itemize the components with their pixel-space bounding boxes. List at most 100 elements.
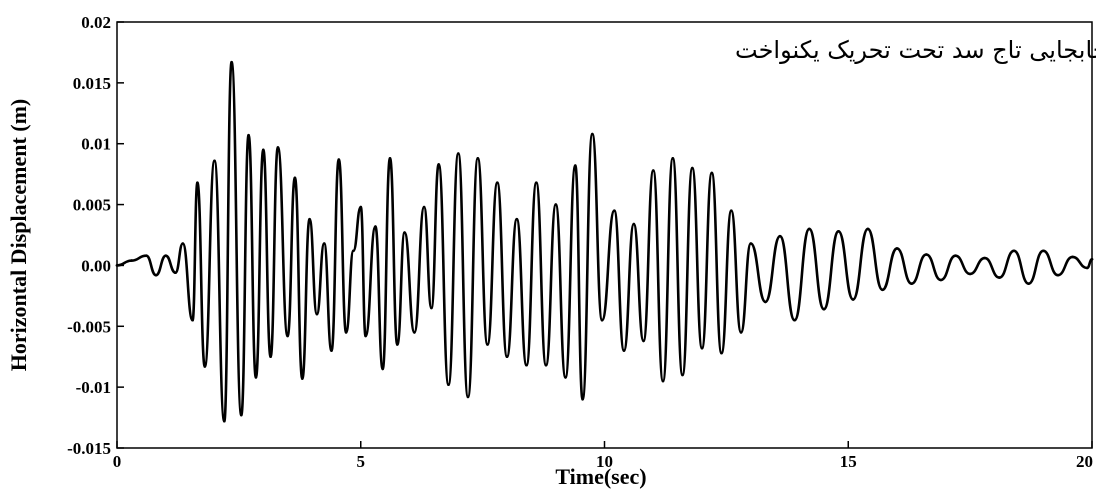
data-point (364, 334, 367, 338)
data-point (544, 363, 548, 367)
data-point (330, 349, 333, 352)
data-point (652, 169, 655, 172)
x-tick-label: 20 (1076, 452, 1093, 471)
data-point (535, 181, 538, 184)
data-point (301, 377, 304, 380)
axis-ticks (116, 21, 1093, 449)
data-point (730, 209, 733, 212)
data-point (145, 254, 148, 257)
y-tick-label: -0.005 (67, 317, 111, 336)
data-point (525, 363, 528, 367)
data-point (247, 133, 250, 137)
data-point (591, 132, 594, 136)
data-point (447, 383, 450, 387)
data-point (374, 225, 377, 228)
y-tick-label: 0.00 (81, 256, 111, 275)
data-point (895, 247, 899, 250)
data-point (564, 376, 567, 379)
data-point (413, 331, 416, 334)
data-point (344, 331, 348, 334)
data-point (661, 379, 665, 383)
data-point (925, 253, 928, 256)
data-point (196, 181, 199, 184)
tick-labels: 0 5 10 15 20 0.02 0.015 0.01 0.005 0.00 -0.005 -0.0… (67, 13, 1093, 471)
data-point (403, 231, 406, 234)
data-point (174, 271, 177, 275)
data-point (315, 312, 319, 316)
x-axis-title: Time(sec) (555, 464, 646, 489)
data-point (337, 158, 341, 161)
data-point (466, 395, 470, 399)
plot-area (116, 21, 1093, 449)
data-point (866, 227, 870, 231)
data-point (837, 230, 840, 233)
data-point (998, 276, 1001, 279)
data-point (642, 339, 645, 343)
data-point (720, 351, 723, 355)
data-point (213, 159, 216, 163)
data-point (381, 367, 385, 371)
data-point (1056, 273, 1060, 277)
data-point (359, 205, 363, 209)
data-point (574, 164, 577, 167)
data-point (422, 205, 426, 209)
data-point (671, 157, 675, 160)
data-point (1042, 249, 1045, 253)
y-tick-label: 0.005 (73, 196, 111, 215)
data-point (476, 157, 480, 160)
data-point (496, 181, 499, 184)
data-point (881, 288, 884, 292)
data-point (505, 355, 509, 359)
data-point (613, 209, 616, 212)
y-tick-label: -0.015 (67, 439, 111, 458)
data-point (322, 242, 326, 245)
series-points (115, 60, 1094, 423)
data-point (1085, 266, 1089, 270)
data-point (486, 343, 489, 346)
data-point (954, 254, 957, 257)
data-point (154, 273, 158, 277)
data-point (286, 334, 289, 338)
data-point (793, 318, 796, 322)
data-point (1071, 255, 1074, 259)
data-point (681, 373, 684, 377)
data-point (115, 264, 119, 267)
y-tick-label: 0.02 (81, 13, 111, 32)
data-point (764, 300, 767, 304)
data-point (230, 60, 233, 64)
data-point (910, 282, 913, 286)
data-point (240, 413, 243, 417)
data-point (388, 157, 392, 160)
chart-title: جابجایی تاج سد تحت تحریک یکنواخت (735, 36, 1096, 64)
y-tick-label: 0.01 (81, 135, 111, 154)
data-point (691, 166, 694, 170)
data-point (778, 234, 782, 238)
x-tick-label: 10 (596, 452, 613, 471)
data-point (632, 222, 636, 226)
data-point (600, 318, 604, 322)
data-point (1027, 282, 1030, 286)
data-point (254, 376, 258, 379)
data-point (1012, 249, 1016, 253)
data-point (191, 318, 194, 322)
data-point (437, 163, 441, 166)
data-point (554, 203, 558, 206)
data-point (352, 249, 355, 253)
data-point (130, 259, 133, 262)
data-point (276, 146, 280, 149)
data-point (1090, 258, 1094, 261)
x-tick-label: 5 (357, 452, 366, 471)
data-point (203, 365, 207, 368)
data-point (269, 355, 272, 359)
data-point (710, 171, 714, 175)
data-point (968, 272, 972, 276)
data-point (308, 217, 311, 221)
x-tick-label: 15 (840, 452, 857, 471)
y-axis-title: Horizontal Displacement (m) (6, 99, 31, 372)
data-point (223, 419, 226, 423)
data-point (739, 331, 743, 334)
data-point (622, 349, 626, 352)
data-point (581, 398, 584, 401)
displacement-series-line (115, 60, 1094, 423)
